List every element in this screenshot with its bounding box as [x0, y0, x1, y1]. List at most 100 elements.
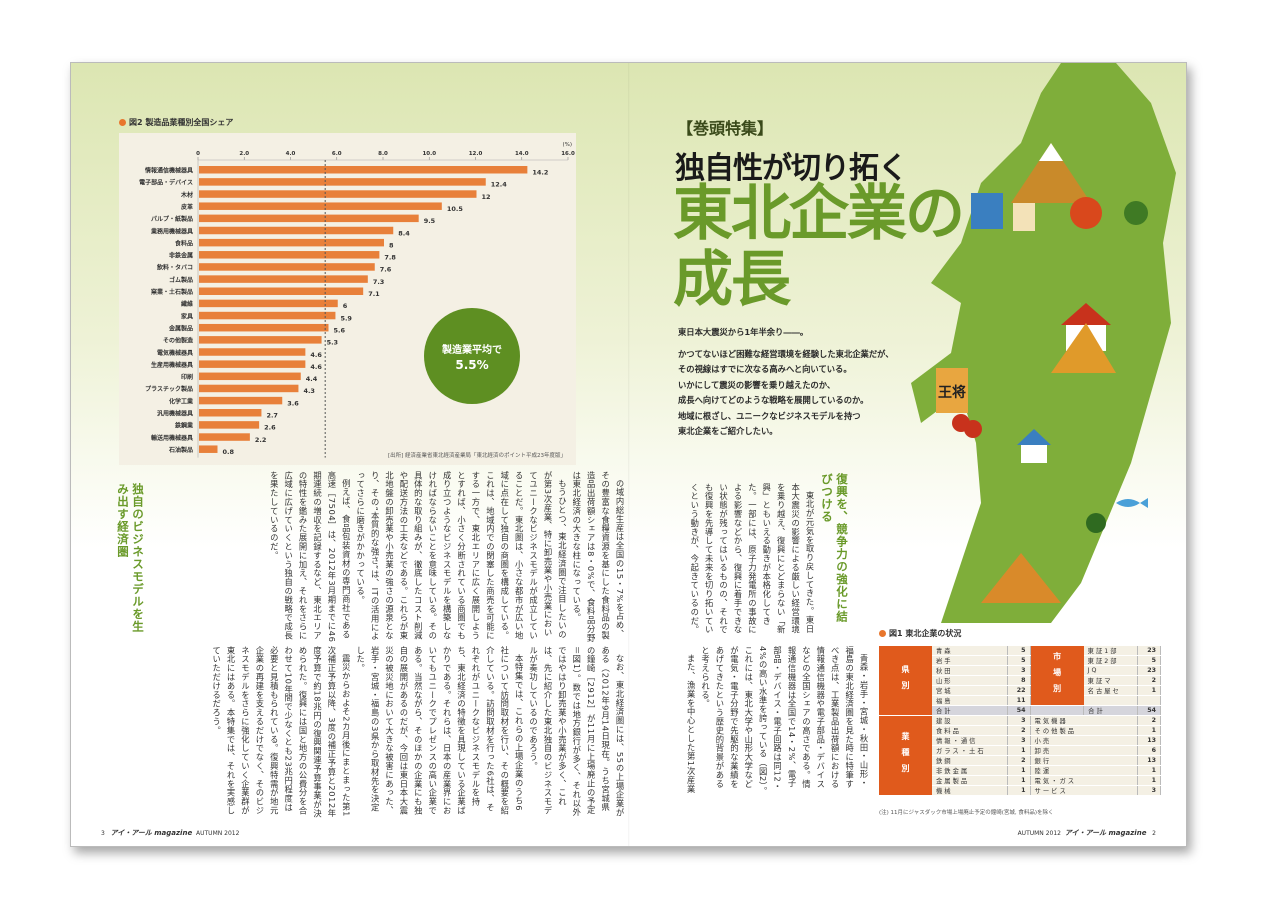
- building-icon: [971, 193, 1003, 229]
- table-value: 3: [1007, 665, 1031, 676]
- table-value: 2: [1137, 675, 1161, 686]
- table-row: 宮城 22 名古屋セ 1: [879, 685, 1161, 696]
- bar: [199, 287, 364, 295]
- bar-value-label: 4.6: [310, 363, 322, 371]
- bar: [199, 238, 384, 247]
- bar-value-label: 12.4: [491, 181, 508, 189]
- table-value: 3: [1137, 785, 1161, 796]
- bullet-icon: [119, 119, 126, 126]
- category-label: 業務用機械器具: [150, 227, 193, 235]
- table-label: 銀行: [1030, 755, 1139, 766]
- bar-value-label: 5.3: [327, 339, 339, 347]
- table-value: 54: [1007, 705, 1031, 716]
- fish-icon: [1116, 498, 1148, 508]
- table-value: 22: [1007, 685, 1031, 696]
- intro-line: 成長へ向けてどのような戦略を展開しているのか。: [678, 395, 869, 405]
- table-label: 名古屋セ: [1083, 685, 1139, 696]
- table-label: 福島: [931, 695, 1008, 706]
- body-paragraph: また、漁業を中心とした第1次産業: [686, 654, 697, 794]
- table-value: 2: [1007, 725, 1031, 736]
- category-label: 家具: [181, 312, 193, 320]
- table-value: 54: [1137, 705, 1161, 716]
- tree-icon: [1124, 201, 1148, 225]
- mountain-icon: [1011, 143, 1091, 203]
- average-value: 5.5%: [455, 357, 489, 372]
- table-label: ガラス・土石: [931, 745, 1008, 756]
- intro-line: かつてないほど困難な経営環境を経験した東北企業だが、: [678, 348, 894, 359]
- table-label: 卸売: [1030, 745, 1139, 756]
- footer-left: 3 アイ・アール magazine AUTUMN 2012: [101, 828, 239, 838]
- table-label: 東証2部: [1083, 655, 1139, 666]
- bar-value-label: 6: [343, 302, 348, 310]
- category-label: 電気機械器具: [157, 349, 193, 357]
- category-label: 木材: [180, 191, 193, 199]
- category-label: 輸送用機械器具: [151, 434, 193, 442]
- table-value: 11: [1007, 695, 1031, 706]
- issue-label: AUTUMN 2012: [1017, 830, 1061, 837]
- intro-line: いかにして震災の影響を乗り越えたのか、: [678, 379, 836, 390]
- bar-value-label: 4.4: [306, 375, 318, 383]
- category-label: 化学工業: [169, 397, 194, 405]
- category-label: 汎用機械器具: [157, 410, 193, 418]
- table-value: 2: [1137, 715, 1161, 726]
- table-row: 鉄鋼 2 銀行 13: [879, 755, 1161, 766]
- feature-title-line2: 成長: [673, 245, 791, 315]
- table-spacer: [1030, 705, 1085, 716]
- bar-value-label: 12: [482, 193, 491, 201]
- table-row: 金属製品 1 電気・ガス 1: [879, 775, 1161, 786]
- table-value: 23: [1137, 646, 1161, 656]
- category-label: 窯業・土石製品: [151, 288, 193, 296]
- table-value: 1: [1137, 725, 1161, 736]
- feature-title: 東北企業の 成長: [673, 181, 965, 315]
- body-paragraph: 青森・岩手・宮城・秋田・山形・福島の東北経済圏を見た時に特筆すべき点は、工業製品…: [700, 646, 869, 796]
- category-label: 金属製品: [168, 324, 193, 332]
- shogi-piece-icon: [936, 368, 968, 413]
- table-row: 秋田 3 JQ 23: [879, 665, 1161, 676]
- table-note: (注) 11月にジャスダック市場上場廃止予定の鐘崎(宮城, 食料品)を除く: [879, 810, 1054, 816]
- bar: [199, 323, 329, 332]
- bar-value-label: 7.6: [380, 266, 392, 274]
- chart-heading: 図2 製造品業種別全国シェア: [119, 117, 233, 128]
- table-row: 県別 青森 5 市場別 東証1部 23: [879, 646, 1161, 716]
- x-tick-label: 10.0: [422, 151, 436, 157]
- company-status-table: 県別 青森 5 市場別 東証1部 23 岩手 5 東証2部 5 秋田 3 JQ 23 山形 8 東証マ 2 宮城 22…: [879, 646, 1161, 796]
- table-row: 食料品 2 その他製品 1: [879, 725, 1161, 736]
- table-row: 機械 1 サービス 3: [879, 785, 1161, 796]
- bar: [199, 190, 477, 198]
- table-label: 情報・通信: [931, 735, 1008, 746]
- page-number: 2: [1152, 830, 1156, 837]
- body-paragraph: もうひとつ、東北経済圏で注目したいのが第3次産業、特に卸売業や小売業においてユニ…: [355, 471, 568, 641]
- bar-value-label: 4.6: [310, 351, 322, 359]
- body-paragraph: なお、東北経済圏には、55の上場企業がある（2012年9月14日現在。うち宮城県…: [528, 646, 625, 818]
- table-value: 3: [1007, 735, 1031, 746]
- magazine-logo: アイ・アール magazine: [1064, 829, 1147, 837]
- bar: [199, 214, 419, 223]
- bar: [199, 360, 306, 368]
- table-label: 電気・ガス: [1030, 775, 1139, 786]
- bar-value-label: 4.3: [303, 387, 315, 395]
- table-value: 1: [1007, 765, 1031, 776]
- table-row: 情報・通信 3 小売 13: [879, 735, 1161, 746]
- table-label: 陸運: [1030, 765, 1139, 776]
- bar-chart: 0 2.0 4.0 6.0 8.0 10.0 12.0 14.0 16.0 (%) 情報通信機械器具…: [119, 133, 576, 465]
- table-value: 1: [1007, 775, 1031, 786]
- x-tick-label: 2.0: [239, 151, 249, 157]
- table-value: 1: [1137, 765, 1161, 776]
- x-tick-label: 16.0: [561, 151, 575, 157]
- category-label: 皮革: [181, 203, 193, 211]
- table-value: 2: [1007, 755, 1031, 766]
- bar-value-label: 5.6: [334, 326, 346, 334]
- table-label: 岩手: [931, 655, 1008, 666]
- table-heading-text: 図1 東北企業の状況: [889, 629, 962, 638]
- table-row: 福島 11: [879, 695, 1161, 706]
- category-label: その他製造: [163, 337, 193, 345]
- apple-icon: [1070, 197, 1102, 229]
- x-tick-label: 8.0: [378, 151, 388, 157]
- average-label: 製造業平均で: [442, 344, 502, 356]
- table-value: 1: [1137, 775, 1161, 786]
- bar: [199, 384, 299, 393]
- mountain-icon: [1051, 323, 1116, 373]
- table-label: その他製品: [1030, 725, 1139, 736]
- intro-lead: 東日本大震災から1年半余り――。: [678, 327, 809, 337]
- unit-label: (%): [562, 142, 572, 148]
